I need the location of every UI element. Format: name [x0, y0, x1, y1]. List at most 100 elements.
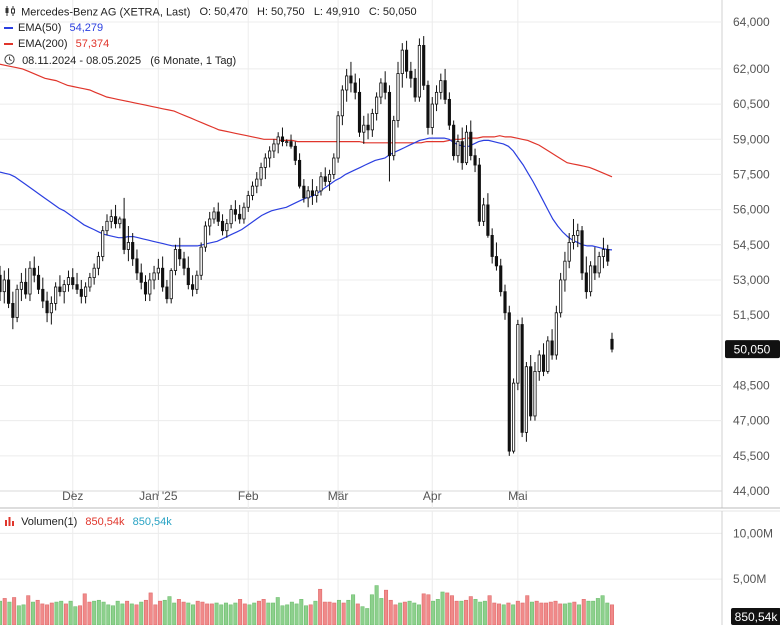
volume-bar — [567, 602, 572, 625]
candle — [173, 244, 178, 276]
candle — [272, 139, 276, 159]
candle-body — [36, 274, 41, 290]
y-tick-label: 62,000 — [733, 62, 770, 76]
volume-bars-icon — [4, 515, 16, 529]
candle — [135, 249, 139, 280]
legend-ema200[interactable]: EMA(200) 57,374 — [4, 38, 109, 50]
candle-body — [0, 274, 2, 293]
candle-body — [242, 206, 246, 220]
volume-bar — [35, 599, 40, 625]
volume-bar — [30, 601, 35, 625]
volume-bar — [129, 603, 134, 625]
candle — [84, 282, 88, 304]
volume-bar — [167, 596, 172, 625]
candle-body — [84, 286, 88, 297]
volume-badge-bg — [731, 608, 780, 625]
volume-bar — [435, 599, 440, 625]
candle — [152, 265, 156, 290]
candles — [0, 36, 614, 456]
volume-bar — [511, 604, 516, 625]
candle-body — [306, 190, 310, 199]
candle-body — [92, 267, 96, 279]
candle — [79, 279, 83, 304]
candle — [319, 172, 323, 196]
volume-bar — [384, 589, 389, 625]
candle-body — [126, 242, 130, 250]
legend-range[interactable]: 08.11.2024 - 08.05.2025 (6 Monate, 1 Tag… — [4, 54, 236, 68]
volume-bar — [322, 601, 327, 625]
candle-body — [276, 136, 280, 145]
ema200-label: EMA(200) — [18, 38, 68, 50]
candle-body — [413, 77, 417, 98]
candle — [529, 354, 533, 421]
candle-body — [464, 131, 469, 164]
legend-ema50[interactable]: EMA(50) 54,279 — [4, 22, 103, 34]
candle-body — [178, 249, 182, 260]
volume-bar — [247, 604, 252, 625]
candle — [426, 80, 430, 135]
ema50-swatch — [4, 27, 13, 30]
candle-body — [143, 281, 148, 295]
candle — [447, 92, 451, 130]
candle — [289, 134, 293, 149]
candle — [6, 268, 11, 309]
candle — [24, 268, 28, 299]
ema50-label: EMA(50) — [18, 22, 62, 34]
candle-body — [392, 120, 396, 157]
volume-legend[interactable]: Volumen(1) 850,54k 850,54k — [4, 515, 172, 529]
volume-bars — [0, 585, 614, 625]
candle — [482, 197, 486, 227]
candle — [62, 279, 66, 304]
candle — [443, 68, 447, 105]
volume-bar — [294, 603, 299, 625]
volume-bar — [610, 604, 614, 625]
volume-bar — [440, 591, 445, 625]
candle-body — [375, 96, 379, 114]
candle — [126, 226, 130, 262]
volume-bar — [242, 603, 247, 625]
volume-bar — [256, 600, 261, 625]
last-price-badge-bg — [725, 340, 780, 359]
candle — [203, 221, 208, 252]
candle — [49, 296, 53, 325]
candle-body — [66, 277, 71, 286]
x-axis-ticks: Dez Jan '25 Feb Mär Apr Mai — [62, 489, 527, 503]
candle — [357, 78, 362, 137]
volume-bar — [600, 595, 605, 625]
volume-bar — [497, 603, 502, 625]
candle-body — [96, 256, 101, 269]
candle — [220, 214, 225, 236]
candle — [242, 202, 246, 224]
candle — [28, 261, 32, 302]
candle — [118, 216, 122, 229]
candle — [229, 204, 233, 229]
candle — [169, 268, 173, 304]
volume-badge-text: 850,54k — [735, 610, 779, 624]
candle-body — [135, 258, 139, 274]
candle — [276, 132, 280, 154]
volume-bar — [529, 601, 534, 625]
candle — [96, 251, 101, 276]
candle-body — [340, 89, 344, 117]
candle — [161, 256, 165, 292]
candle — [546, 336, 550, 374]
candle-body — [186, 267, 190, 286]
candle — [516, 319, 520, 391]
volume-bar — [106, 604, 111, 625]
candle-body — [32, 267, 36, 276]
candle — [375, 92, 379, 121]
candle — [212, 207, 216, 224]
candle-body — [191, 284, 195, 290]
candle — [92, 263, 96, 285]
volume-bar — [101, 601, 106, 625]
volume-bar — [327, 601, 332, 625]
volume-bar — [45, 604, 50, 625]
candle — [182, 251, 186, 276]
candle-body — [105, 220, 109, 232]
volume-bar — [16, 605, 21, 625]
volume-label: Volumen(1) — [21, 515, 78, 528]
candle — [298, 153, 302, 189]
volume-bar — [181, 601, 186, 625]
candle — [417, 38, 421, 102]
